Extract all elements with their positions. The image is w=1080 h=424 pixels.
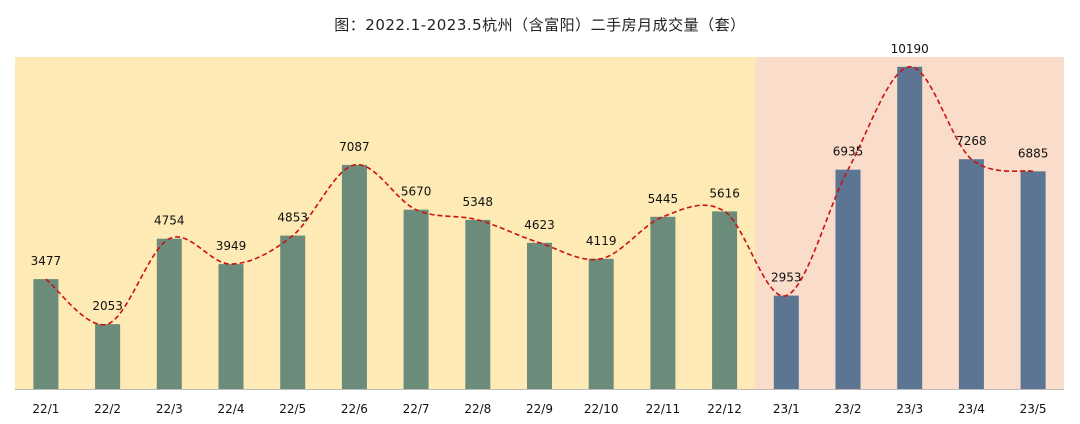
- data-label-22/5: 4853: [277, 211, 308, 225]
- trend-line: [45, 65, 1034, 326]
- x-tick-label-23/4: 23/4: [958, 402, 985, 416]
- x-tick-label-22/4: 22/4: [218, 402, 245, 416]
- bar-22/6: [341, 164, 367, 389]
- x-tick-label-22/6: 22/6: [341, 402, 368, 416]
- bar-23/3: [897, 66, 923, 390]
- data-label-22/9: 4623: [524, 218, 555, 232]
- bar-22/9: [527, 242, 552, 389]
- data-label-22/3: 4754: [154, 214, 185, 228]
- data-label-22/4: 3949: [216, 239, 247, 253]
- bar-22/11: [650, 216, 676, 389]
- x-tick-label-22/1: 22/1: [32, 402, 59, 416]
- x-tick-label-23/3: 23/3: [896, 402, 923, 416]
- data-label-23/1: 2953: [771, 271, 802, 285]
- bar-23/1: [773, 295, 799, 389]
- x-tick-label-22/3: 22/3: [156, 402, 183, 416]
- bar-22/3: [156, 238, 182, 389]
- x-tick-label-22/11: 22/11: [646, 402, 681, 416]
- data-label-22/7: 5670: [401, 185, 432, 199]
- x-tick-label-22/2: 22/2: [94, 402, 121, 416]
- bar-22/4: [218, 264, 244, 389]
- bar-22/5: [280, 235, 306, 389]
- data-label-22/2: 2053: [92, 299, 123, 313]
- data-label-23/2: 6935: [833, 145, 864, 159]
- data-label-23/4: 7268: [956, 134, 987, 148]
- data-label-23/5: 6885: [1018, 146, 1049, 160]
- data-label-22/10: 4119: [586, 234, 617, 248]
- x-tick-label-22/7: 22/7: [403, 402, 430, 416]
- chart-title: 图：2022.1-2023.5杭州（含富阳）二手房月成交量（套）: [334, 16, 746, 34]
- x-tick-label-23/2: 23/2: [835, 402, 862, 416]
- data-label-22/12: 5616: [709, 186, 740, 200]
- background-2022: [15, 57, 756, 389]
- x-tick-label-22/12: 22/12: [707, 402, 742, 416]
- bar-22/7: [403, 209, 429, 389]
- data-label-22/11: 5445: [648, 192, 679, 206]
- x-tick-label-22/5: 22/5: [279, 402, 306, 416]
- bar-22/2: [95, 324, 121, 389]
- x-tick-label-22/9: 22/9: [526, 402, 553, 416]
- data-label-23/3: 10190: [891, 42, 929, 56]
- data-label-22/6: 7087: [339, 140, 370, 154]
- bar-22/1: [33, 279, 59, 389]
- bar-23/4: [958, 159, 984, 389]
- x-tick-label-22/8: 22/8: [464, 402, 491, 416]
- bar-23/5: [1020, 171, 1046, 389]
- bar-22/8: [465, 219, 491, 389]
- bar-23/2: [835, 169, 861, 389]
- x-tick-label-22/10: 22/10: [584, 402, 619, 416]
- data-label-22/8: 5348: [463, 195, 494, 209]
- x-tick-label-23/1: 23/1: [773, 402, 800, 416]
- bar-22/12: [712, 211, 738, 389]
- x-tick-label-23/5: 23/5: [1020, 402, 1047, 416]
- bar-22/10: [588, 258, 614, 389]
- data-label-22/1: 3477: [31, 254, 62, 268]
